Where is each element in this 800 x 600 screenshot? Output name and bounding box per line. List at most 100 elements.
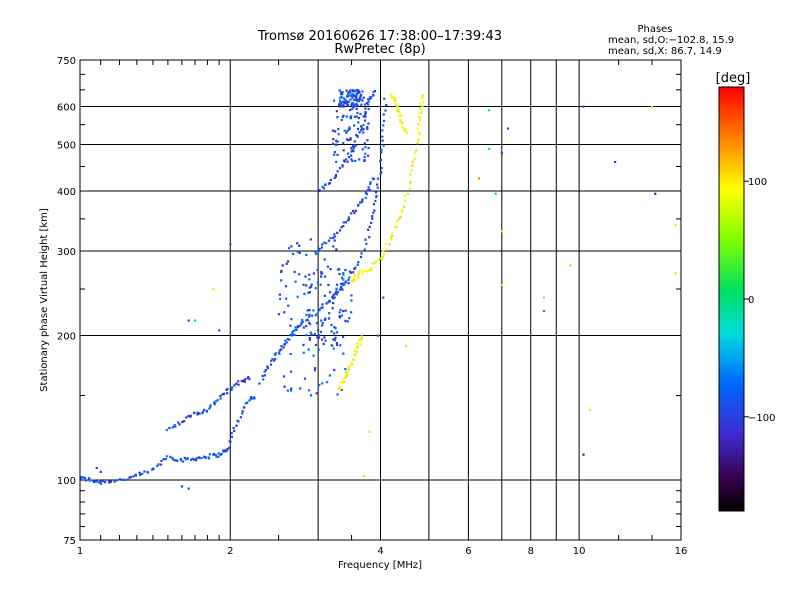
data-point (346, 103, 349, 106)
data-point (394, 102, 397, 105)
y-tick-label: 75 (63, 536, 76, 547)
data-point (128, 476, 131, 479)
data-point (308, 389, 311, 392)
data-point (342, 273, 345, 276)
data-point (266, 367, 270, 370)
data-point (298, 324, 301, 328)
data-point (207, 456, 210, 459)
data-point (113, 480, 116, 483)
data-point (364, 114, 367, 117)
data-point (356, 111, 359, 114)
data-point (243, 380, 246, 383)
data-point (351, 280, 354, 283)
data-point (372, 94, 375, 97)
data-point (338, 311, 341, 314)
data-point (364, 111, 367, 114)
data-point (333, 292, 337, 295)
data-point (367, 228, 370, 231)
data-point (354, 98, 357, 102)
data-point (346, 129, 349, 132)
data-point (348, 276, 351, 279)
colorbar-tick-label: −100 (748, 413, 775, 424)
data-point (353, 212, 356, 215)
data-point (309, 394, 313, 397)
data-point (363, 155, 366, 159)
data-point (385, 242, 388, 245)
data-point (361, 90, 364, 93)
data-point (319, 283, 322, 286)
data-point (357, 121, 360, 124)
data-point (228, 440, 231, 443)
data-point (327, 317, 331, 320)
data-point (348, 316, 351, 320)
data-point (351, 102, 354, 105)
data-point (350, 279, 353, 282)
data-point (160, 459, 163, 462)
data-point (349, 271, 352, 274)
data-point (382, 119, 386, 123)
data-point (344, 101, 347, 104)
data-point (217, 455, 220, 458)
data-point (333, 150, 337, 154)
data-point (219, 394, 222, 398)
data-point (278, 349, 281, 352)
data-point (380, 258, 384, 261)
data-point (180, 485, 184, 488)
data-point (321, 185, 324, 188)
data-point (375, 183, 379, 186)
x-tick-label: 16 (675, 546, 688, 557)
data-point (420, 111, 423, 114)
data-point (325, 381, 329, 384)
data-point (331, 236, 335, 239)
data-point (342, 142, 345, 145)
data-point (371, 217, 374, 220)
data-point (359, 98, 362, 101)
data-point (333, 368, 336, 372)
data-point (298, 273, 301, 276)
data-point (419, 102, 422, 106)
data-point (542, 296, 546, 299)
colorbar-unit-label: [deg] (716, 71, 751, 86)
data-point (362, 131, 365, 134)
data-point (494, 192, 497, 195)
data-point (353, 277, 356, 280)
data-point (263, 370, 266, 373)
data-point (363, 159, 366, 163)
data-point (335, 293, 338, 296)
data-point (317, 307, 320, 311)
data-point (366, 125, 369, 129)
data-point (367, 100, 370, 103)
data-point (358, 158, 361, 161)
data-point (213, 401, 216, 404)
data-point (177, 421, 180, 424)
data-point (347, 152, 350, 155)
data-point (381, 139, 384, 142)
data-point (150, 468, 154, 471)
data-point (403, 194, 406, 197)
data-point (232, 426, 235, 430)
data-point (303, 377, 307, 380)
data-point (290, 318, 293, 321)
data-point (349, 98, 352, 101)
data-point (288, 338, 291, 341)
data-point (674, 223, 677, 227)
data-point (296, 295, 299, 298)
data-point (308, 278, 311, 281)
data-point (367, 98, 370, 101)
data-point (159, 463, 163, 466)
data-point (194, 459, 198, 462)
x-tick-label: 10 (573, 546, 586, 557)
data-point (215, 455, 218, 458)
data-point (201, 411, 204, 415)
data-point (332, 301, 335, 305)
data-point (380, 151, 383, 154)
y-axis-label: Stationary phase Virtual Height [km] (39, 208, 50, 392)
data-point (287, 247, 291, 250)
phases-heading: Phases (637, 24, 672, 35)
data-point (308, 322, 312, 326)
data-point (342, 225, 345, 228)
data-point (214, 453, 217, 457)
data-point (324, 242, 328, 245)
data-point (221, 393, 224, 396)
data-point (588, 408, 591, 412)
